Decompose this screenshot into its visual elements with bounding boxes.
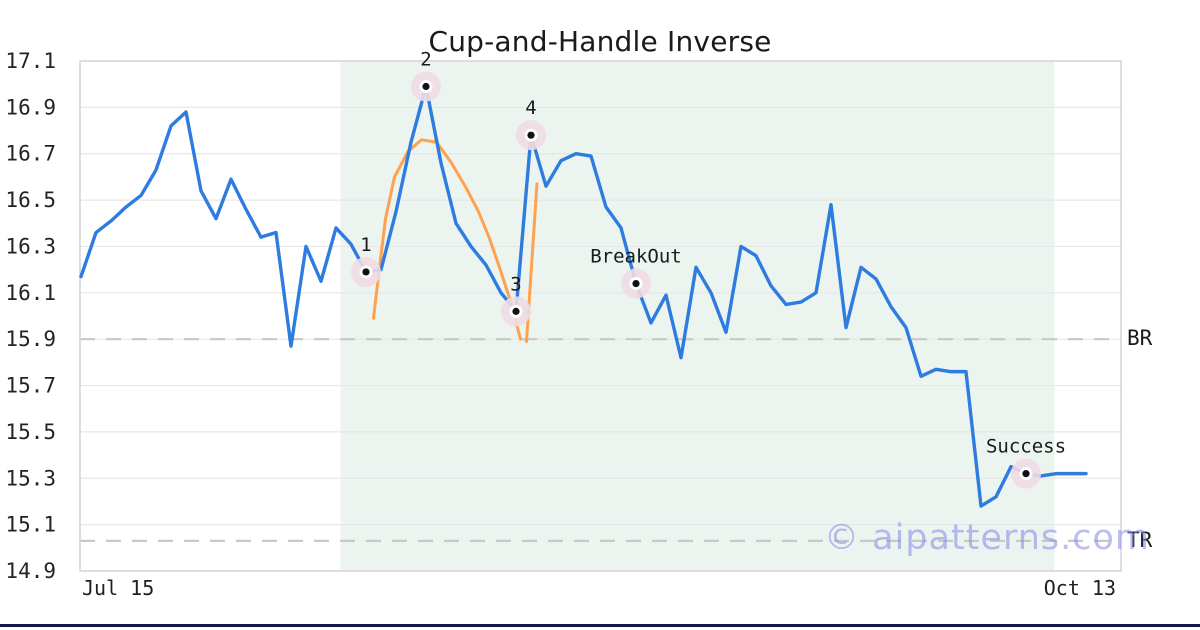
y-tick-label: 15.9 [5, 327, 56, 351]
y-tick-label: 16.1 [5, 281, 56, 305]
y-tick-label: 15.5 [5, 420, 56, 444]
marker-dot [512, 307, 520, 315]
cup-curve [372, 138, 522, 341]
marker-label: BreakOut [590, 246, 682, 268]
marker-label: 4 [525, 97, 536, 119]
marker-label: 3 [510, 273, 521, 295]
marker-dot [422, 82, 430, 91]
price-line [79, 84, 1088, 508]
pattern-zone [340, 61, 1055, 571]
y-tick-label: 15.3 [5, 466, 56, 490]
x-axis-end-label: Oct 13 [1043, 576, 1116, 600]
marker-dot [632, 279, 640, 288]
y-tick-label: 17.1 [5, 49, 56, 73]
marker-label: Success [986, 436, 1066, 458]
y-tick-label: 14.9 [5, 559, 56, 583]
target-level-label: TR [1127, 527, 1153, 552]
x-axis-start-label: Jul 15 [82, 576, 155, 600]
marker-dot [527, 131, 535, 139]
chart-title: Cup-and-Handle Inverse [428, 25, 772, 58]
y-tick-label: 15.7 [5, 374, 56, 398]
y-tick-label: 16.7 [5, 142, 56, 166]
y-tick-label: 16.9 [5, 95, 56, 119]
marker-label: 1 [360, 234, 371, 256]
y-tick-label: 15.1 [5, 513, 56, 537]
y-tick-label: 16.5 [5, 188, 56, 212]
footer-accent-bar [0, 624, 1200, 627]
marker-dot [362, 268, 370, 276]
y-tick-label: 16.3 [5, 234, 56, 258]
marker-label: 2 [420, 49, 431, 71]
watermark: © aipatterns.com [824, 518, 1151, 558]
marker-dot [1022, 470, 1030, 478]
plot-border [79, 60, 1122, 572]
breakout-level-label: BR [1127, 326, 1153, 351]
